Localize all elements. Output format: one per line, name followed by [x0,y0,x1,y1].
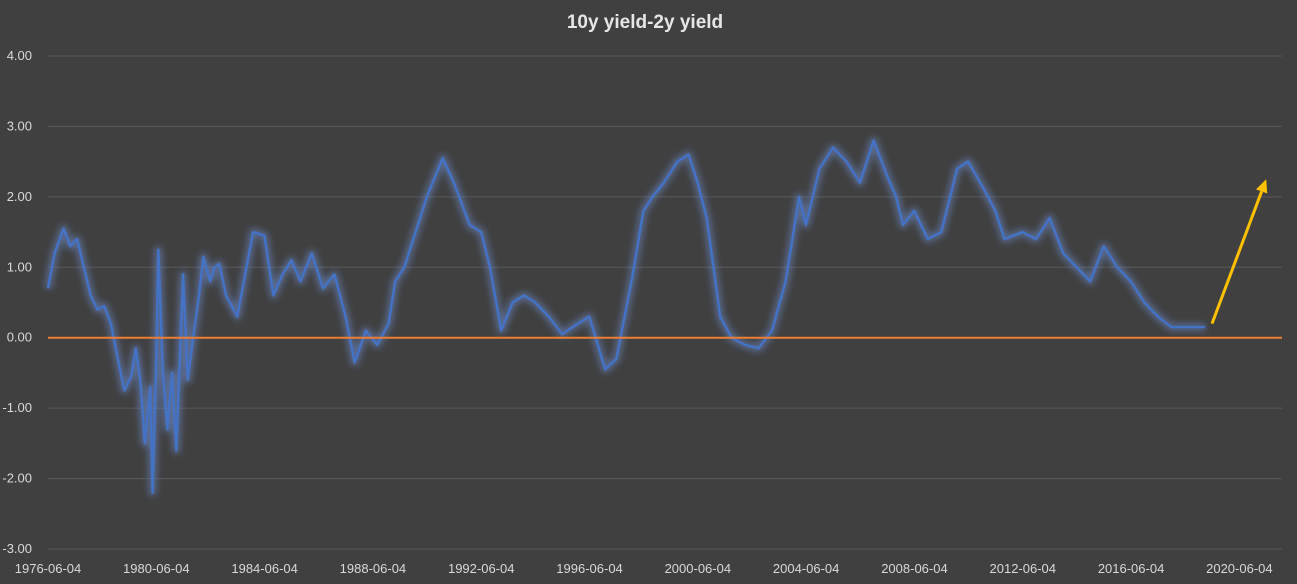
y-tick-label: -2.00 [2,471,32,486]
y-tick-label: 0.00 [7,330,32,345]
x-tick-label: 2004-06-04 [773,561,840,576]
overlay-layer [48,179,1282,339]
x-tick-label: 2008-06-04 [881,561,948,576]
y-tick-label: 2.00 [7,189,32,204]
y-tick-label: -3.00 [2,541,32,556]
y-tick-label: 4.00 [7,48,32,63]
x-tick-label: 1976-06-04 [15,561,82,576]
chart-title: 10y yield-2y yield [567,12,723,33]
x-tick-label: 1992-06-04 [448,561,515,576]
x-tick-label: 2012-06-04 [990,561,1057,576]
x-tick-label: 2000-06-04 [665,561,732,576]
x-tick-label: 1996-06-04 [556,561,623,576]
x-tick-label: 2020-06-04 [1206,561,1273,576]
y-tick-label: 1.00 [7,259,32,274]
arrow-shaft [1210,190,1264,325]
x-tick-label: 1980-06-04 [123,561,190,576]
arrow-head [1256,179,1268,194]
x-tick-label: 2016-06-04 [1098,561,1165,576]
series-layer [44,137,1206,497]
series-glow [44,137,1206,497]
y-tick-label: -1.00 [2,400,32,415]
y-axis-ticks: 4.00 3.00 2.00 1.00 0.00 -1.00 -2.00 -3.00 [2,48,32,556]
x-axis-ticks: 1976-06-04 1980-06-04 1984-06-04 1988-06-04… [15,561,1273,576]
x-tick-label: 1988-06-04 [340,561,407,576]
series-line [46,139,1206,494]
x-tick-label: 1984-06-04 [231,561,298,576]
y-tick-label: 3.00 [7,118,32,133]
